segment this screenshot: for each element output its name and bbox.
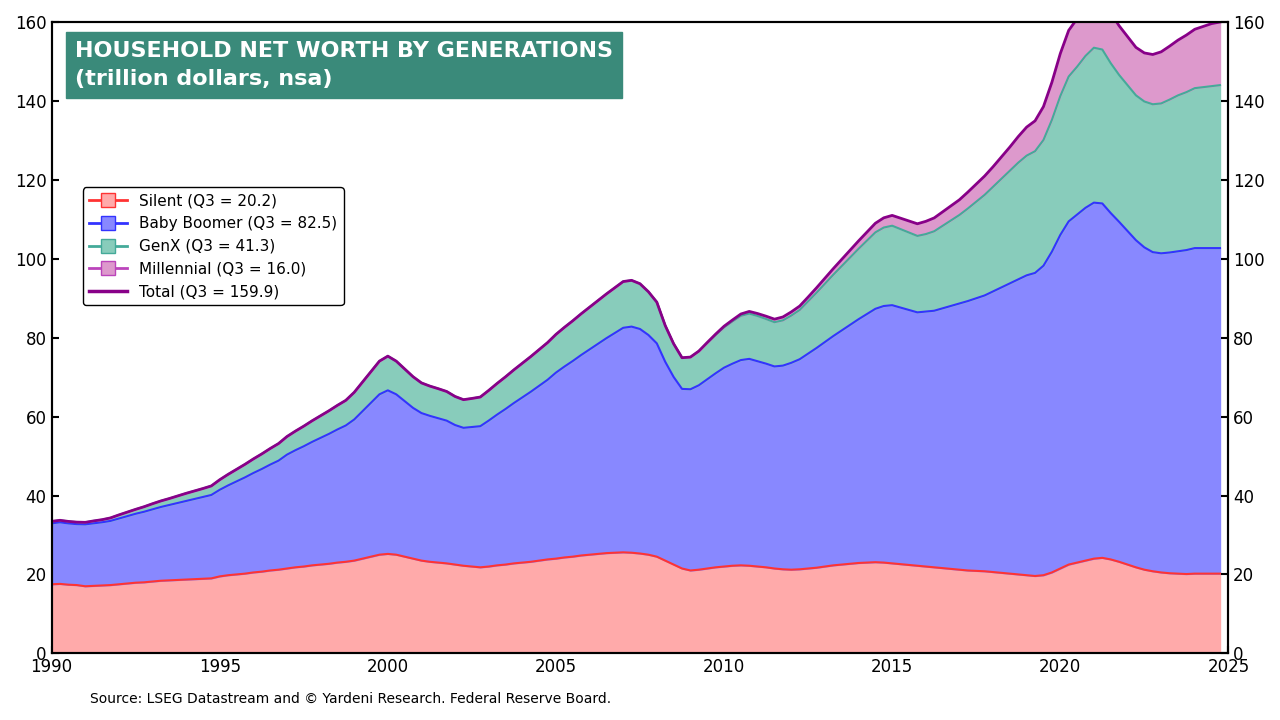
Text: HOUSEHOLD NET WORTH BY GENERATIONS
(trillion dollars, nsa): HOUSEHOLD NET WORTH BY GENERATIONS (tril… — [76, 41, 613, 89]
Legend: Silent (Q3 = 20.2), Baby Boomer (Q3 = 82.5), GenX (Q3 = 41.3), Millennial (Q3 = : Silent (Q3 = 20.2), Baby Boomer (Q3 = 82… — [83, 187, 343, 305]
Text: Source: LSEG Datastream and © Yardeni Research. Federal Reserve Board.: Source: LSEG Datastream and © Yardeni Re… — [90, 692, 611, 706]
